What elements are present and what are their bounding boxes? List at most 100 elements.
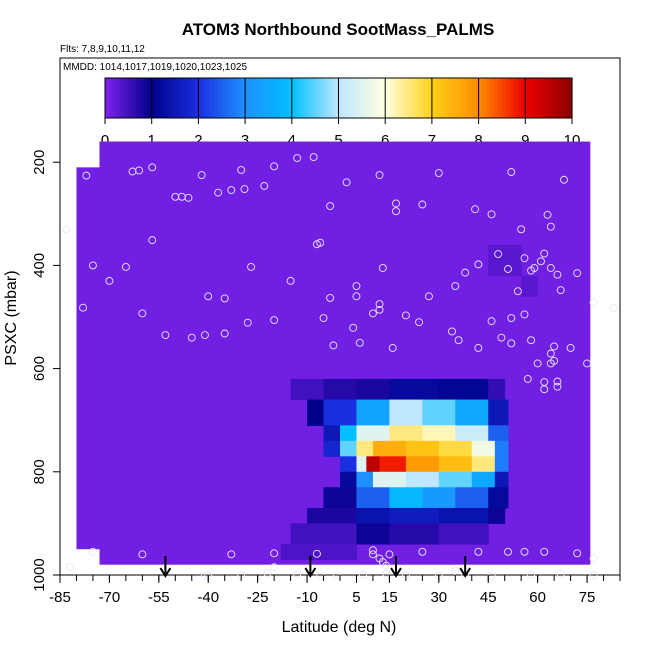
colorbar-swatch	[346, 78, 351, 118]
colorbar-swatch	[447, 78, 452, 118]
colorbar-swatch	[396, 78, 402, 118]
colorbar-swatch	[198, 78, 203, 118]
sample-point	[385, 550, 394, 559]
sample-point	[573, 549, 582, 558]
sample-point	[497, 333, 506, 342]
colorbar-tick-label: 4	[288, 132, 296, 149]
sample-point	[388, 344, 397, 352]
colorbar-swatch	[287, 78, 293, 118]
colorbar-swatch	[260, 78, 266, 118]
x-tick-label: 15	[381, 589, 398, 606]
sample-point	[121, 262, 130, 271]
sample-point	[286, 276, 295, 285]
sample-point	[148, 236, 157, 245]
sample-point	[507, 339, 516, 348]
colorbar-swatch	[140, 78, 145, 118]
colorbar-swatch	[256, 78, 262, 118]
soot-cell	[323, 487, 357, 509]
colorbar-swatch	[564, 78, 569, 118]
soot-cell	[389, 399, 423, 426]
soot-cell	[494, 471, 509, 488]
colorbar-swatch	[486, 78, 491, 118]
colorbar-swatch	[108, 78, 114, 118]
colorbar-swatch	[272, 78, 277, 118]
soot-cell	[340, 456, 357, 473]
sample-point	[62, 225, 71, 234]
colorbar-tick-label: 9	[521, 132, 529, 149]
sample-point	[566, 344, 575, 352]
soot-cell	[471, 456, 496, 473]
colorbar-swatch	[330, 78, 336, 118]
colorbar-swatch	[381, 78, 386, 118]
sample-point	[88, 261, 97, 270]
colorbar-swatch	[120, 78, 126, 118]
colorbar-swatch	[163, 78, 168, 118]
sample-point	[589, 298, 598, 307]
colorbar-swatch	[424, 78, 429, 118]
flight-arrow-head	[390, 567, 402, 578]
colorbar-swatch	[342, 78, 347, 118]
flights-subtitle: Flts: 7,8,9,10,11,12	[60, 44, 145, 55]
y-tick-label: 1000	[31, 558, 48, 591]
soot-cell	[340, 440, 357, 457]
sample-point	[392, 199, 400, 208]
soot-cell	[438, 523, 489, 545]
soot-cell	[366, 456, 381, 473]
soot-cell	[438, 507, 489, 524]
colorbar-swatch	[303, 78, 308, 118]
sample-point	[517, 225, 526, 234]
colorbar-swatch	[369, 78, 375, 118]
soot-cell	[356, 471, 374, 488]
sample-point	[546, 359, 555, 368]
sample-point	[79, 303, 88, 312]
x-axis-label: Latitude (deg N)	[282, 619, 397, 636]
soot-cell	[438, 378, 489, 401]
colorbar-swatch	[128, 78, 133, 118]
colorbar-swatch	[416, 78, 421, 118]
sample-point	[507, 314, 516, 322]
flight-arrow-head	[304, 567, 317, 578]
colorbar-swatch	[529, 78, 534, 118]
soot-cell	[356, 440, 374, 457]
soot-cell	[290, 523, 357, 545]
soot-cell	[323, 399, 357, 426]
soot-cell	[471, 440, 496, 457]
colorbar-swatch	[167, 78, 172, 118]
sample-point	[148, 163, 157, 172]
colorbar-swatch	[105, 78, 110, 118]
colorbar-swatch	[494, 78, 499, 118]
colorbar-swatch	[124, 78, 129, 118]
sample-point	[520, 310, 529, 319]
colorbar-swatch	[175, 78, 180, 118]
x-tick-label: -70	[99, 589, 121, 606]
colorbar-tick-label: 6	[381, 132, 389, 149]
sample-point	[368, 546, 377, 555]
colorbar-swatch	[268, 78, 273, 118]
flight-arrow-head	[159, 567, 172, 578]
sample-point	[316, 572, 325, 580]
colorbar-swatch	[533, 78, 538, 118]
soot-cell	[471, 471, 496, 488]
colorbar-swatch	[517, 78, 523, 118]
soot-cell	[356, 399, 390, 426]
colorbar-swatch	[155, 78, 161, 118]
sample-point	[454, 336, 463, 345]
colorbar-swatch	[194, 78, 199, 118]
soot-cell	[280, 544, 357, 561]
soot-cell	[356, 523, 390, 545]
soot-cell	[455, 399, 489, 426]
soot-cell	[438, 471, 473, 488]
sample-point	[204, 292, 213, 301]
sample-point	[270, 563, 279, 572]
sample-point	[319, 314, 328, 322]
soot-cell	[372, 471, 407, 488]
colorbar-swatch	[178, 78, 184, 118]
sample-point	[520, 547, 529, 556]
soot-cell	[389, 523, 440, 545]
sample-point	[263, 568, 272, 577]
sample-point	[556, 570, 565, 578]
x-tick-label: 60	[529, 589, 546, 606]
colorbar-swatch	[505, 78, 511, 118]
sample-point	[378, 264, 387, 272]
